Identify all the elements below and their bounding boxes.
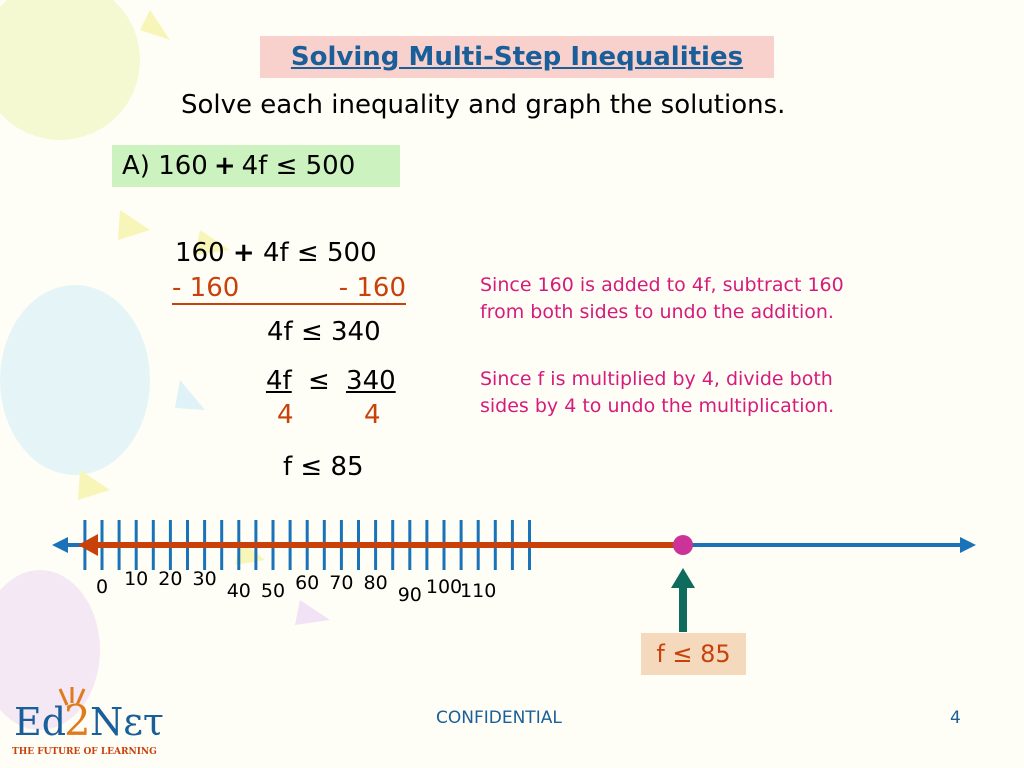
- tick-label: 0: [95, 576, 109, 598]
- ed2net-logo: Ed 2 Nετ THE FUTURE OF LEARNING: [12, 685, 167, 757]
- axis-right-arrow-icon: [960, 537, 976, 553]
- tick-label: 40: [226, 580, 251, 602]
- note1-line2: from both sides to undo the addition.: [480, 301, 834, 323]
- svg-text:Ed: Ed: [14, 700, 66, 744]
- tick-label: 50: [260, 580, 286, 602]
- step-denominator-left: 4: [277, 400, 294, 430]
- note2-line1: Since f is multiplied by 4, divide both: [480, 368, 833, 390]
- axis-left-arrow-icon: [52, 537, 68, 553]
- slide-title: Solving Multi-Step Inequalities: [290, 42, 744, 72]
- note-divide: Since f is multiplied by 4, divide both …: [480, 366, 834, 420]
- note2-line2: sides by 4 to undo the multiplication.: [480, 395, 835, 417]
- problem-prefix: A) 160: [122, 151, 208, 181]
- footer-confidential: CONFIDENTIAL: [436, 708, 562, 728]
- instruction-text: Solve each inequality and graph the solu…: [181, 90, 786, 120]
- tick-label: 60: [295, 572, 320, 594]
- tick-label: 70: [329, 572, 354, 594]
- tick-label: 30: [192, 568, 217, 590]
- step4-relation: ≤: [307, 366, 330, 396]
- step-simplified: 4f ≤ 340: [267, 317, 381, 347]
- tick-label: 10: [124, 568, 149, 590]
- pointer-arrow-icon: [671, 568, 695, 588]
- step4-left: 4f: [266, 366, 292, 396]
- step-subtract: - 160 - 160: [172, 273, 406, 305]
- logo-tagline: THE FUTURE OF LEARNING: [12, 747, 157, 757]
- svg-text:2: 2: [64, 696, 91, 745]
- problem-suffix: 4f ≤ 500: [241, 151, 356, 181]
- solution-endpoint: [673, 535, 693, 555]
- tick-label: 90: [397, 584, 422, 606]
- step-division-numerators: 4f ≤ 340: [266, 366, 396, 396]
- step-original: 160 + 4f ≤ 500: [175, 238, 377, 268]
- title-banner: Solving Multi-Step Inequalities: [260, 36, 774, 78]
- problem-operator: +: [213, 151, 236, 181]
- step1-left: 160: [175, 238, 225, 268]
- note-subtract: Since 160 is added to 4f, subtract 160 f…: [480, 272, 844, 326]
- step-result: f ≤ 85: [283, 452, 364, 482]
- step2-left: - 160: [172, 273, 240, 303]
- note1-line1: Since 160 is added to 4f, subtract 160: [480, 274, 844, 296]
- page-number: 4: [950, 708, 961, 728]
- tick-label: 100: [425, 576, 463, 598]
- step2-right: - 160: [338, 273, 406, 303]
- step4-right: 340: [346, 366, 396, 396]
- step1-operator: +: [232, 238, 255, 268]
- answer-box: f ≤ 85: [641, 633, 746, 675]
- step-denominator-right: 4: [364, 400, 381, 430]
- solution-ray-arrow-icon: [78, 534, 98, 556]
- tick-label: 110: [460, 580, 497, 602]
- problem-label: A) 160 + 4f ≤ 500: [112, 145, 400, 187]
- tick-label: 80: [363, 572, 388, 594]
- step1-right: 4f ≤ 500: [262, 238, 377, 268]
- tick-label: 20: [158, 568, 183, 590]
- number-line: [52, 520, 976, 632]
- logo-graphic: Ed 2 Nετ: [14, 687, 164, 745]
- svg-text:Nετ: Nετ: [90, 700, 164, 744]
